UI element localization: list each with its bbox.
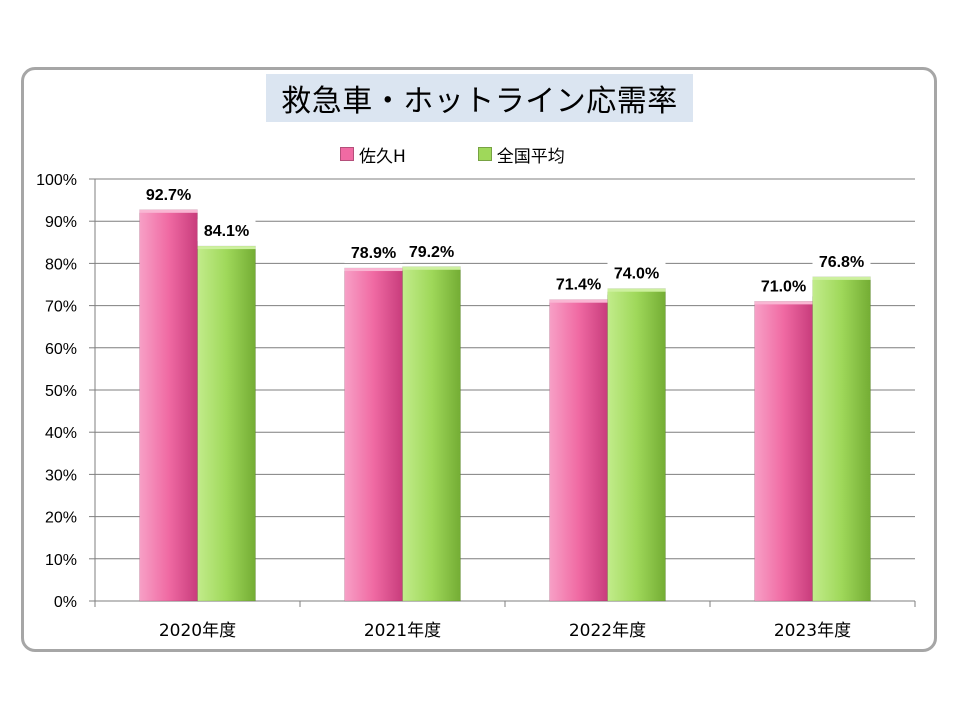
data-label: 71.0% — [761, 278, 806, 295]
bar-top-highlight — [402, 266, 461, 270]
y-tick-label: 60% — [45, 341, 77, 358]
data-label-bg — [607, 261, 666, 284]
y-tick-label: 50% — [45, 383, 77, 400]
y-tick-label: 0% — [54, 594, 77, 611]
data-label-bg — [549, 272, 608, 295]
y-tick-label: 30% — [45, 467, 77, 484]
data-label: 92.7% — [146, 187, 191, 204]
x-category-label: 2021年度 — [364, 621, 441, 641]
data-label: 76.8% — [819, 254, 864, 271]
bar-top-highlight — [344, 268, 403, 272]
legend-swatch-saku — [340, 147, 354, 161]
y-tick-label: 90% — [45, 214, 77, 231]
chart-title-box: 救急車・ホットライン応需率 — [266, 74, 693, 122]
bar-saku — [549, 299, 608, 602]
bar-national — [402, 266, 461, 602]
x-category-label: 2020年度 — [159, 621, 236, 641]
y-tick-label: 80% — [45, 256, 77, 273]
bar-top-highlight — [607, 288, 666, 292]
legend: 佐久H 全国平均 — [340, 142, 637, 167]
legend-item-national: 全国平均 — [477, 142, 565, 167]
x-category-label: 2022年度 — [569, 621, 646, 641]
bar-national — [607, 288, 666, 602]
legend-item-saku: 佐久H — [340, 142, 406, 167]
bar-saku — [139, 209, 198, 602]
bar-national — [197, 245, 256, 602]
bar-top-highlight — [139, 209, 198, 213]
y-tick-label: 10% — [45, 552, 77, 569]
data-label-bg — [402, 239, 461, 262]
data-label: 71.4% — [556, 277, 601, 294]
x-category-label: 2023年度 — [774, 621, 851, 641]
y-tick-label: 100% — [36, 172, 77, 189]
bar-saku — [754, 301, 813, 602]
data-label-bg — [754, 274, 813, 297]
bars — [139, 209, 871, 602]
bar-national — [812, 276, 871, 602]
labels: 0% 10% 20% 30% 40% 50% 60% 70% 80% 90% 100% 2020年度 9… — [36, 172, 871, 641]
y-tick-label: 40% — [45, 425, 77, 442]
y-tick-label: 20% — [45, 510, 77, 527]
bar-top-highlight — [754, 301, 813, 305]
bar-saku — [344, 267, 403, 602]
data-label-bg — [139, 182, 198, 205]
y-tick-label: 70% — [45, 299, 77, 316]
bar-top-highlight — [549, 299, 608, 303]
legend-label-national: 全国平均 — [496, 146, 565, 167]
data-label: 84.1% — [204, 223, 249, 240]
data-label: 79.2% — [409, 244, 454, 261]
legend-swatch-national — [477, 147, 492, 161]
data-label-bg — [812, 249, 871, 272]
data-label: 74.0% — [614, 266, 659, 283]
data-label-bg — [344, 241, 403, 264]
legend-label-saku: 佐久H — [359, 146, 406, 167]
bar-top-highlight — [197, 246, 256, 250]
data-label-bg — [197, 219, 256, 242]
data-label: 78.9% — [351, 245, 396, 262]
bar-top-highlight — [812, 276, 871, 280]
chart-title: 救急車・ホットライン応需率 — [281, 84, 678, 119]
